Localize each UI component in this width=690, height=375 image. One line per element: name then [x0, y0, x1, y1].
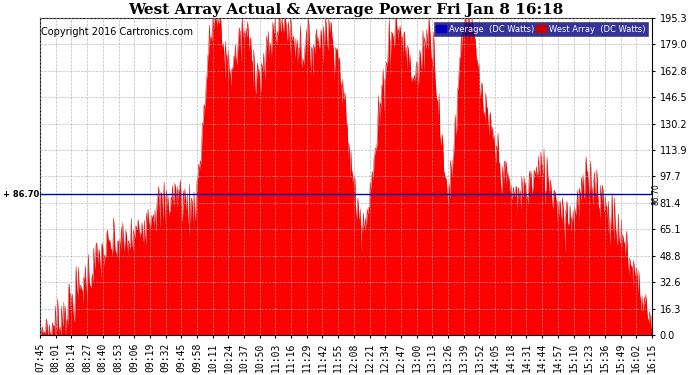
Title: West Array Actual & Average Power Fri Jan 8 16:18: West Array Actual & Average Power Fri Ja… [128, 3, 564, 17]
Legend: Average  (DC Watts), West Array  (DC Watts): Average (DC Watts), West Array (DC Watts… [433, 22, 648, 36]
Text: 86.70: 86.70 [652, 183, 661, 205]
Text: Copyright 2016 Cartronics.com: Copyright 2016 Cartronics.com [41, 27, 193, 38]
Text: + 86.70: + 86.70 [3, 190, 39, 199]
